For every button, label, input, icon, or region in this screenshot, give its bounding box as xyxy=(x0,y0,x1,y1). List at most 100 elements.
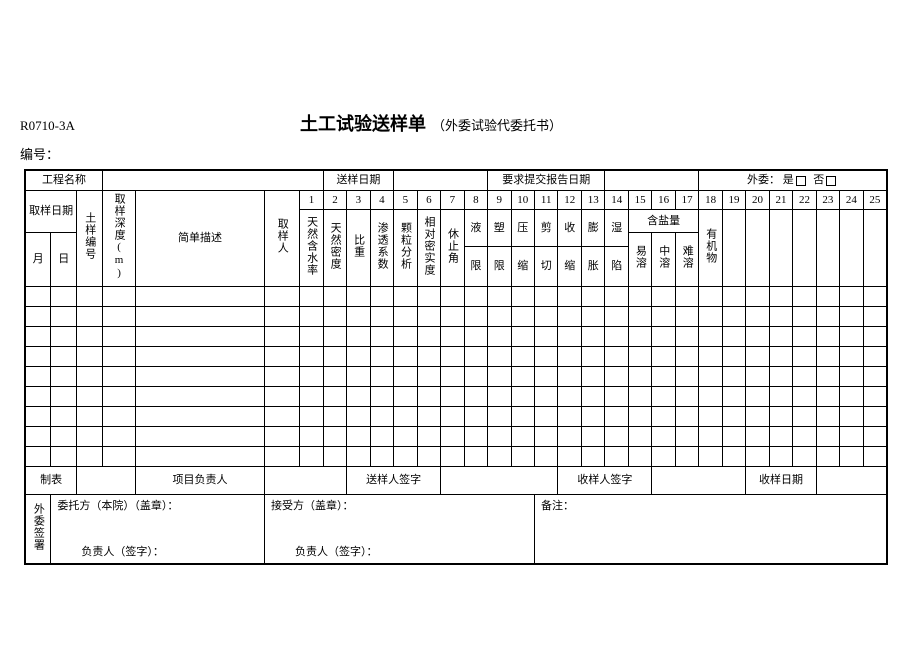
num-1: 1 xyxy=(300,190,323,209)
num-3: 3 xyxy=(347,190,370,209)
data-row xyxy=(25,286,887,306)
test-c12-bot: 缩 xyxy=(558,246,581,286)
label-pm: 项目负责人 xyxy=(135,466,264,494)
num-12: 12 xyxy=(558,190,581,209)
header-row: R0710-3A 土工试验送样单 （外委试验代委托书） xyxy=(20,20,900,136)
test-c10-top: 压 xyxy=(511,209,534,246)
num-15: 15 xyxy=(628,190,651,209)
test-c13-bot: 胀 xyxy=(581,246,605,286)
data-row xyxy=(25,406,887,426)
test-c12-top: 收 xyxy=(558,209,581,246)
label-receive-date: 收样日期 xyxy=(746,466,816,494)
test-c7: 休止角 xyxy=(441,209,464,286)
num-14: 14 xyxy=(605,190,628,209)
blank-21 xyxy=(769,209,792,286)
field-maker xyxy=(77,466,136,494)
num-23: 23 xyxy=(816,190,839,209)
test-c14-top: 湿 xyxy=(605,209,628,246)
label-sampler: 取样人 xyxy=(265,190,300,286)
field-entrust-resp: 负责人（签字）： xyxy=(51,534,265,564)
num-20: 20 xyxy=(746,190,769,209)
blank-22 xyxy=(793,209,816,286)
num-16: 16 xyxy=(652,190,675,209)
field-project-name xyxy=(103,170,324,190)
checkbox-yes[interactable] xyxy=(796,176,806,186)
test-c4: 渗透系数 xyxy=(370,209,394,286)
test-c9-top: 塑 xyxy=(488,209,511,246)
label-sender-sign: 送样人签字 xyxy=(347,466,441,494)
test-c6: 相对密实度 xyxy=(417,209,440,286)
data-row xyxy=(25,306,887,326)
num-2: 2 xyxy=(323,190,346,209)
test-c9-bot: 限 xyxy=(488,246,511,286)
main-form-table: 工程名称 送样日期 要求提交报告日期 外委： 是 否 取样日期 土样编号 取样深… xyxy=(24,169,888,565)
field-report-date xyxy=(605,170,699,190)
num-24: 24 xyxy=(840,190,863,209)
data-row xyxy=(25,366,887,386)
test-c2: 天然密度 xyxy=(323,209,346,286)
num-19: 19 xyxy=(722,190,745,209)
blank-25 xyxy=(863,209,887,286)
field-sample-date xyxy=(394,170,488,190)
num-10: 10 xyxy=(511,190,534,209)
num-5: 5 xyxy=(394,190,417,209)
test-c17: 难溶 xyxy=(675,232,698,286)
test-c14-bot: 陷 xyxy=(605,246,628,286)
test-c11-top: 剪 xyxy=(534,209,557,246)
test-c11-bot: 切 xyxy=(534,246,557,286)
num-4: 4 xyxy=(370,190,394,209)
data-row xyxy=(25,326,887,346)
label-day: 日 xyxy=(51,232,77,286)
label-project-name: 工程名称 xyxy=(25,170,103,190)
label-outsource-sign: 外委签署 xyxy=(25,494,51,564)
label-description: 简单描述 xyxy=(135,190,264,286)
blank-19 xyxy=(722,209,745,286)
num-22: 22 xyxy=(793,190,816,209)
label-sampling-date: 取样日期 xyxy=(25,190,77,232)
data-row xyxy=(25,446,887,466)
data-row xyxy=(25,386,887,406)
test-c16: 中溶 xyxy=(652,232,675,286)
field-remark: 备注： xyxy=(534,494,887,564)
test-c8-top: 液 xyxy=(464,209,487,246)
test-c15: 易溶 xyxy=(628,232,651,286)
label-report-date: 要求提交报告日期 xyxy=(488,170,605,190)
num-18: 18 xyxy=(699,190,722,209)
title-sub: （外委试验代委托书） xyxy=(432,115,562,134)
label-month: 月 xyxy=(25,232,51,286)
label-sample-no: 土样编号 xyxy=(77,190,103,286)
field-outsource: 外委： 是 否 xyxy=(699,170,887,190)
field-accept-resp: 负责人（签字）： xyxy=(265,534,535,564)
num-21: 21 xyxy=(769,190,792,209)
num-7: 7 xyxy=(441,190,464,209)
form-code: R0710-3A xyxy=(20,118,300,134)
test-c8-bot: 限 xyxy=(464,246,487,286)
test-c10-bot: 缩 xyxy=(511,246,534,286)
num-9: 9 xyxy=(488,190,511,209)
test-c5: 颗粒分析 xyxy=(394,209,417,286)
title-main: 土工试验送样单 xyxy=(300,110,426,136)
test-c1: 天然含水率 xyxy=(300,209,323,286)
blank-24 xyxy=(840,209,863,286)
test-c18: 有机物 xyxy=(699,209,722,286)
num-8: 8 xyxy=(464,190,487,209)
label-receiver-sign: 收样人签字 xyxy=(558,466,652,494)
test-salt-header: 含盐量 xyxy=(628,209,698,232)
field-sender-sign xyxy=(441,466,558,494)
checkbox-no[interactable] xyxy=(826,176,836,186)
field-receiver-sign xyxy=(652,466,746,494)
num-13: 13 xyxy=(581,190,605,209)
field-accept: 接受方（盖章）： xyxy=(265,494,535,534)
label-sample-date: 送样日期 xyxy=(323,170,393,190)
label-maker: 制表 xyxy=(25,466,77,494)
blank-23 xyxy=(816,209,839,286)
num-17: 17 xyxy=(675,190,698,209)
field-receive-date xyxy=(816,466,887,494)
data-row xyxy=(25,346,887,366)
blank-20 xyxy=(746,209,769,286)
test-c13-top: 膨 xyxy=(581,209,605,246)
field-entrust: 委托方（本院）（盖章）： xyxy=(51,494,265,534)
label-depth: 取样深度(m) xyxy=(103,190,136,286)
field-pm xyxy=(265,466,347,494)
num-11: 11 xyxy=(534,190,557,209)
